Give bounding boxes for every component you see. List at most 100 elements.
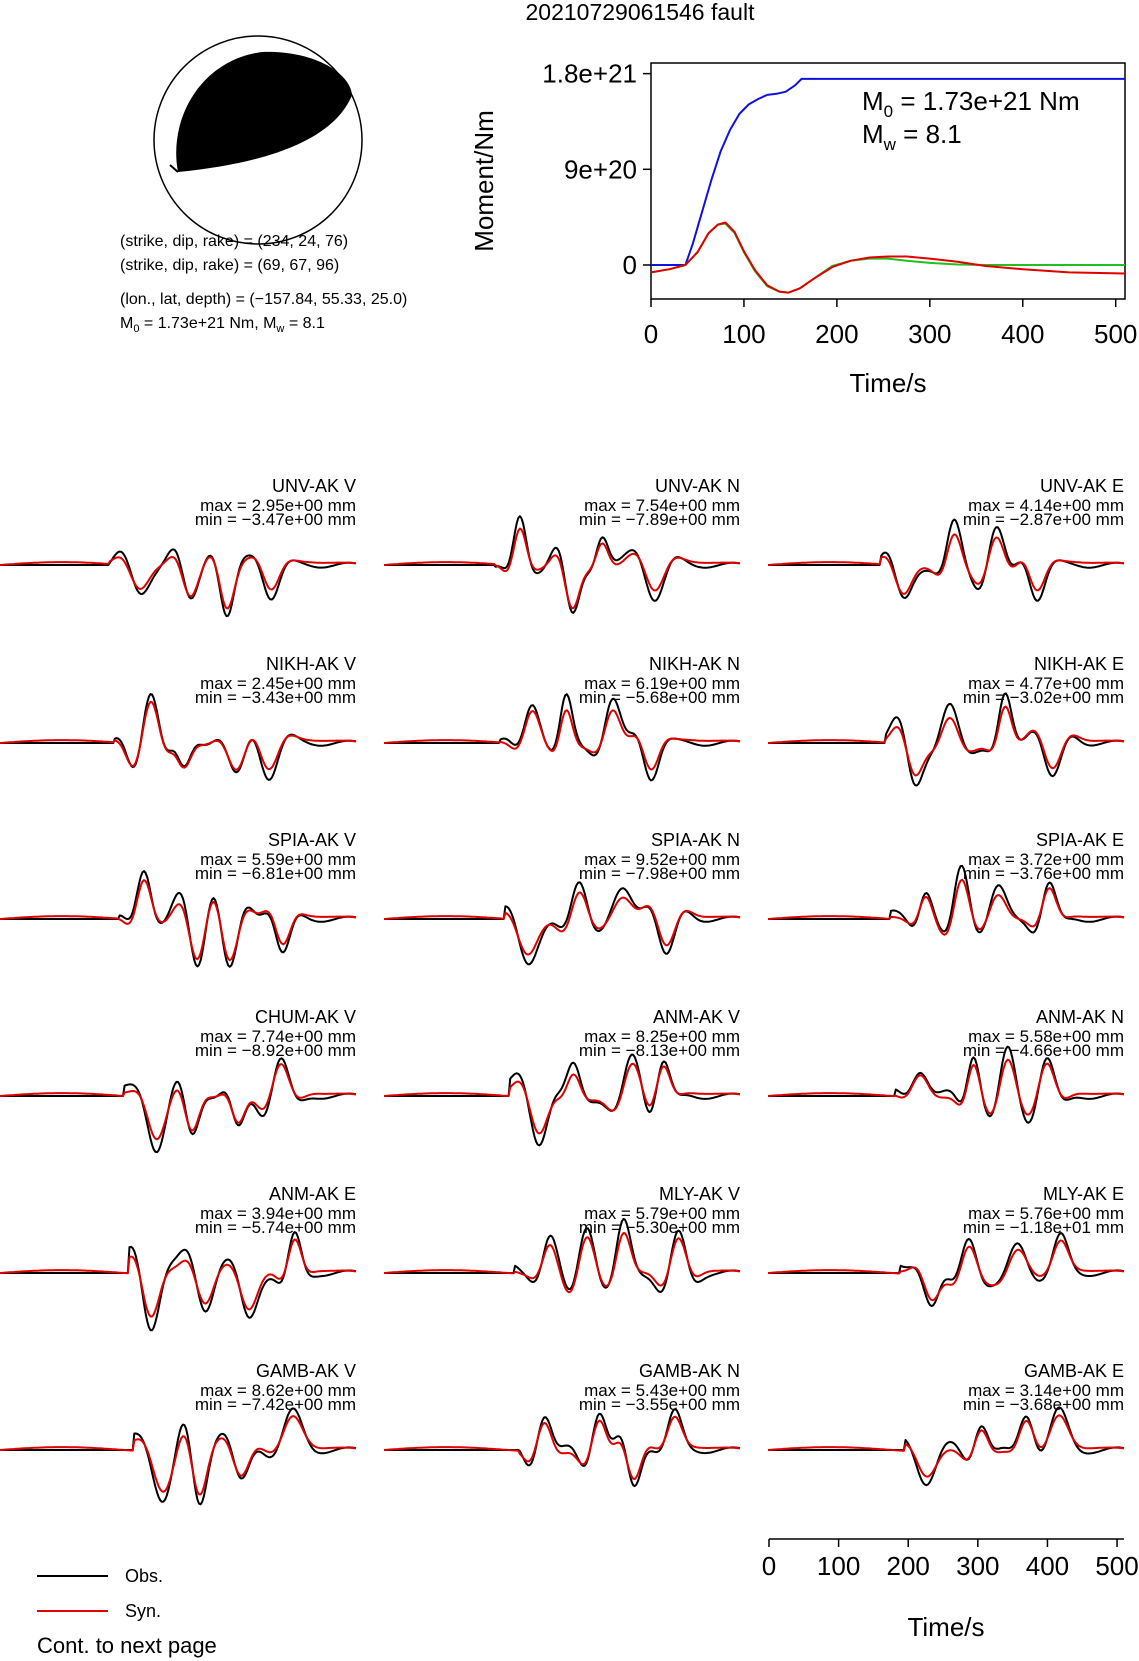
waveform-max-label: max = 7.74e+00 mm bbox=[200, 1027, 356, 1046]
location-text: (lon., lat, depth) = (−157.84, 55.33, 25… bbox=[120, 291, 407, 308]
waveform-time-axis: Time/s 0 100 200 300 400 500 bbox=[762, 1538, 1139, 1642]
moment-plot-frame bbox=[650, 62, 1126, 300]
waveform-station-label: SPIA-AK V bbox=[268, 830, 356, 850]
synthetic-trace bbox=[0, 1415, 357, 1496]
waveform-max-label: max = 4.77e+00 mm bbox=[968, 674, 1124, 693]
observed-trace bbox=[384, 881, 741, 966]
moment-xlabel: Time/s bbox=[849, 368, 926, 398]
synthetic-trace bbox=[0, 1238, 357, 1318]
waveform-min-label: min = −7.98e+00 mm bbox=[579, 864, 740, 883]
waveform-max-label: max = 3.72e+00 mm bbox=[968, 850, 1124, 869]
waveform-min-label: min = −3.76e+00 mm bbox=[963, 864, 1124, 883]
waveform-station-label: SPIA-AK N bbox=[651, 830, 740, 850]
waveform-x-tick-label: 400 bbox=[1026, 1551, 1069, 1581]
synthetic-trace bbox=[383, 709, 741, 771]
focal-info: (strike, dip, rake) = (234, 24, 76) (str… bbox=[120, 233, 407, 335]
observed-trace bbox=[768, 1232, 1125, 1307]
beachball-nodal-plane bbox=[169, 164, 179, 173]
waveform-x-tick-label: 300 bbox=[956, 1551, 999, 1581]
waveform-max-label: max = 4.14e+00 mm bbox=[968, 496, 1124, 515]
waveform-station-label: UNV-AK N bbox=[655, 476, 740, 496]
legend-observed-label: Obs. bbox=[125, 1566, 163, 1586]
synthetic-trace bbox=[0, 556, 357, 610]
waveform-station-label: MLY-AK V bbox=[659, 1184, 740, 1204]
moment-series-line-moment_rate_alt bbox=[650, 222, 1125, 294]
waveform-min-label: min = −5.68e+00 mm bbox=[579, 688, 740, 707]
waveform-min-label: min = −8.13e+00 mm bbox=[579, 1041, 740, 1060]
synthetic-trace bbox=[383, 1062, 741, 1135]
figure-title: 20210729061546 fault bbox=[526, 0, 756, 25]
observed-trace bbox=[384, 515, 741, 614]
moment-series bbox=[650, 77, 1126, 294]
synthetic-trace bbox=[0, 1063, 357, 1141]
waveform-min-label: min = −4.66e+00 mm bbox=[963, 1041, 1124, 1060]
synthetic-trace bbox=[767, 1058, 1125, 1116]
waveform-min-label: min = −3.47e+00 mm bbox=[195, 510, 356, 529]
waveform-station-label: UNV-AK V bbox=[272, 476, 356, 496]
waveform-min-label: min = −2.87e+00 mm bbox=[963, 510, 1124, 529]
waveform-station-label: NIKH-AK V bbox=[266, 654, 356, 674]
waveform-station-label: UNV-AK E bbox=[1040, 476, 1124, 496]
moment-x-tick-label: 400 bbox=[1001, 319, 1044, 349]
beachball-compression-quadrant bbox=[176, 51, 352, 172]
moment-ylabel: Moment/Nm bbox=[469, 110, 499, 252]
waveform-max-label: max = 8.25e+00 mm bbox=[584, 1027, 740, 1046]
moment-x-tick-label: 500 bbox=[1094, 319, 1137, 349]
moment-x-tick-label: 300 bbox=[908, 319, 951, 349]
synthetic-trace bbox=[383, 527, 741, 610]
observed-trace bbox=[0, 1057, 357, 1154]
moment-x-tick-label: 100 bbox=[722, 319, 765, 349]
legend-synthetic-label: Syn. bbox=[125, 1601, 161, 1621]
waveform-max-label: max = 3.14e+00 mm bbox=[968, 1381, 1124, 1400]
footer-note: Cont. to next page bbox=[37, 1633, 217, 1658]
waveform-min-label: min = −5.30e+00 mm bbox=[579, 1218, 740, 1237]
waveform-max-label: max = 5.58e+00 mm bbox=[968, 1027, 1124, 1046]
waveform-max-label: max = 3.94e+00 mm bbox=[200, 1204, 356, 1223]
waveform-min-label: min = −3.68e+00 mm bbox=[963, 1395, 1124, 1414]
moment-annotation-m0: M0 = 1.73e+21 Nm bbox=[862, 86, 1080, 121]
waveform-station-label: MLY-AK E bbox=[1043, 1184, 1124, 1204]
waveform-x-tick-label: 0 bbox=[762, 1551, 776, 1581]
waveform-min-label: min = −6.81e+00 mm bbox=[195, 864, 356, 883]
observed-trace bbox=[0, 870, 357, 968]
waveform-min-label: min = −3.02e+00 mm bbox=[963, 688, 1124, 707]
moment-text: M0 = 1.73e+21 Nm, Mw = 8.1 bbox=[120, 315, 325, 335]
synthetic-trace bbox=[767, 878, 1125, 936]
waveform-station-label: ANM-AK V bbox=[653, 1007, 740, 1027]
waveform-min-label: min = −1.18e+01 mm bbox=[963, 1218, 1124, 1237]
synthetic-trace bbox=[0, 879, 357, 962]
moment-series-line-cumulative_moment bbox=[651, 77, 1125, 266]
observed-trace bbox=[384, 1217, 741, 1293]
observed-trace bbox=[0, 1231, 357, 1332]
waveform-min-label: min = −3.55e+00 mm bbox=[579, 1395, 740, 1414]
moment-x-tick-label: 200 bbox=[815, 319, 858, 349]
waveform-max-label: max = 8.62e+00 mm bbox=[200, 1381, 356, 1400]
observed-trace bbox=[384, 693, 741, 782]
waveform-station-label: CHUM-AK V bbox=[255, 1007, 356, 1027]
waveform-min-label: min = −8.92e+00 mm bbox=[195, 1041, 356, 1060]
waveform-max-label: max = 2.95e+00 mm bbox=[200, 496, 356, 515]
moment-y-tick-label: 0 bbox=[623, 250, 637, 280]
waveform-station-label: NIKH-AK E bbox=[1034, 654, 1124, 674]
observed-trace bbox=[768, 1406, 1125, 1487]
synthetic-trace bbox=[767, 1239, 1125, 1302]
waveform-min-label: min = −5.74e+00 mm bbox=[195, 1218, 356, 1237]
waveform-max-label: max = 5.76e+00 mm bbox=[968, 1204, 1124, 1223]
synthetic-trace bbox=[383, 891, 741, 956]
plane2-text: (strike, dip, rake) = (69, 67, 96) bbox=[120, 257, 339, 274]
observed-trace bbox=[0, 1407, 357, 1506]
